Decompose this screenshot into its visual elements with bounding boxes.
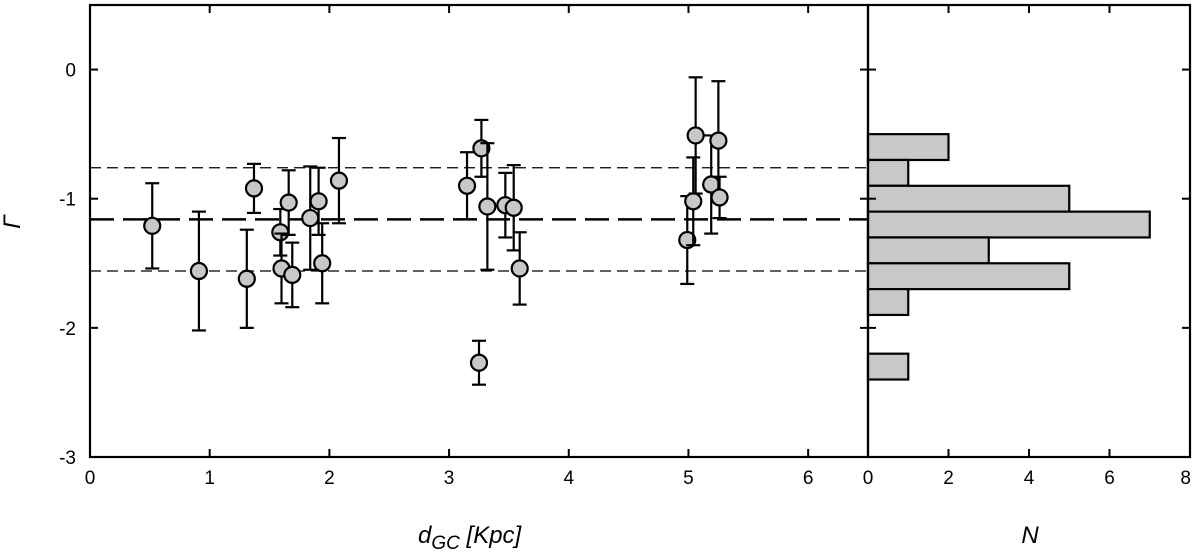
y-axis-title: Γ — [0, 214, 26, 229]
hist-x-tick-label: 4 — [1024, 468, 1035, 489]
data-point — [504, 164, 523, 252]
data-point — [271, 207, 290, 257]
data-point — [313, 222, 332, 305]
data-point — [510, 231, 529, 306]
x-tick-label: 4 — [563, 468, 574, 489]
data-point — [710, 175, 729, 220]
point-marker — [309, 192, 328, 211]
point-marker — [510, 259, 529, 278]
data-point — [279, 169, 298, 236]
point-marker — [244, 179, 264, 198]
scatter-frame — [88, 3, 870, 459]
histogram-bar — [866, 288, 910, 317]
point-marker — [283, 265, 302, 285]
data-point — [301, 165, 320, 271]
y-tick-label: 0 — [65, 61, 76, 82]
point-marker — [504, 198, 523, 217]
data-point — [244, 162, 264, 215]
histogram-panel: 0 2 4 6 8 — [863, 3, 1192, 489]
hist-x-tick-label: 0 — [863, 468, 874, 489]
data-point — [283, 241, 302, 309]
x-tick-label: 3 — [444, 468, 455, 489]
point-marker — [313, 254, 332, 273]
point-marker — [457, 176, 477, 195]
x-tick-label: 1 — [204, 468, 215, 489]
scatter-panel: 0 1 2 3 4 5 6 0 -1 -2 -3 — [59, 3, 870, 489]
histogram-bar — [866, 158, 910, 187]
point-marker — [678, 230, 697, 250]
hist-x-tick-label: 8 — [1180, 468, 1191, 489]
point-marker — [709, 131, 728, 150]
histogram-bar — [866, 262, 1071, 291]
point-marker — [469, 353, 489, 372]
data-point — [143, 182, 162, 270]
y-tick-label: -2 — [59, 319, 76, 340]
histogram-bar — [866, 133, 950, 162]
point-marker — [684, 192, 703, 211]
histogram-bar — [866, 352, 910, 381]
hist-x-tick-label: 6 — [1104, 468, 1115, 489]
hist-x-tick-label: 2 — [943, 468, 954, 489]
y-tick-label: -3 — [59, 448, 76, 469]
y-tick-label: -1 — [59, 190, 76, 211]
point-marker — [329, 171, 349, 190]
point-marker — [143, 216, 162, 235]
histogram-bar — [866, 210, 1151, 239]
point-marker — [279, 193, 298, 212]
x-axis-title-main: d — [418, 522, 432, 549]
axis-titles: Γ dGC [Kpc] N — [0, 214, 1039, 554]
point-marker — [237, 269, 256, 288]
point-marker — [472, 139, 491, 158]
data-point — [684, 156, 703, 247]
point-marker — [710, 188, 729, 207]
hist-x-axis-title: N — [1021, 522, 1039, 549]
data-point — [686, 76, 705, 195]
point-marker — [271, 223, 290, 242]
x-tick-label: 0 — [85, 468, 96, 489]
x-axis-title: dGC [Kpc] — [418, 522, 523, 554]
data-point — [329, 136, 349, 225]
histogram-bar — [866, 236, 990, 265]
data-point — [237, 228, 256, 329]
x-axis-title-subscript: GC — [431, 533, 460, 554]
data-point — [189, 210, 209, 332]
x-axis-title-units: [Kpc] — [460, 522, 523, 549]
point-marker — [189, 261, 209, 281]
x-tick-label: 5 — [683, 468, 694, 489]
data-point — [472, 118, 491, 178]
data-point — [478, 142, 497, 271]
data-point — [457, 151, 477, 221]
data-point — [469, 339, 489, 386]
point-marker — [686, 126, 705, 145]
histogram-bar — [866, 184, 1071, 213]
x-tick-label: 2 — [324, 468, 335, 489]
point-marker — [478, 197, 497, 216]
x-tick-label: 6 — [803, 468, 814, 489]
